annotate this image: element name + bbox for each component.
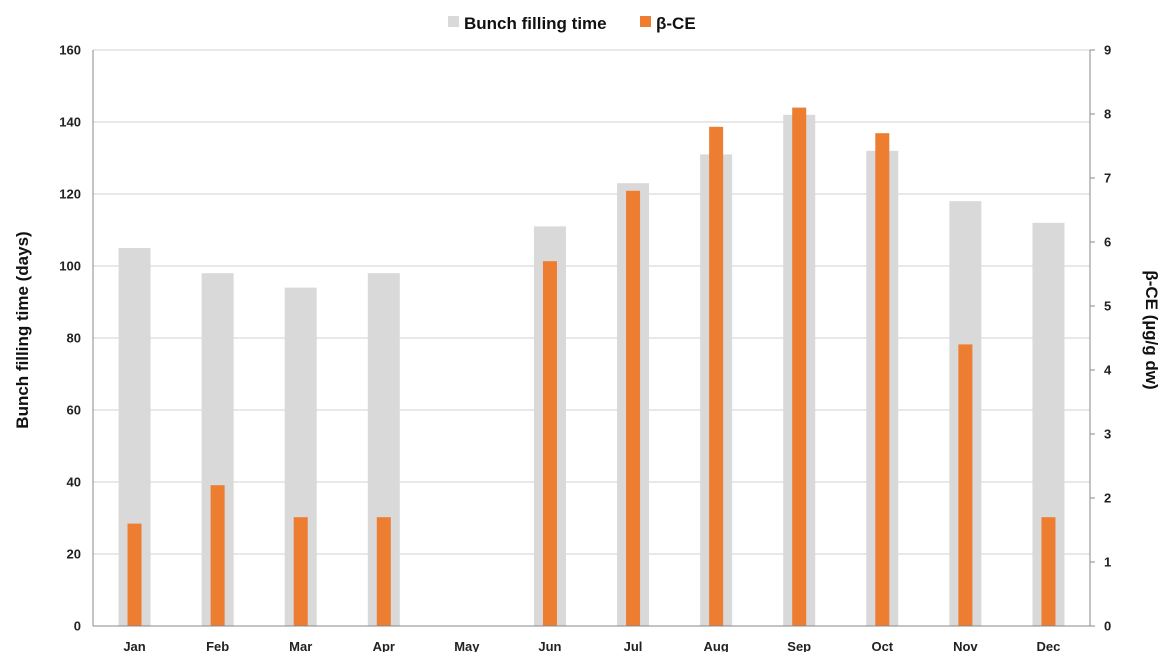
x-tick-label: Sep xyxy=(787,639,811,652)
y2-tick-label: 3 xyxy=(1104,427,1111,442)
bar-beta-ce-jan xyxy=(127,523,142,626)
y-tick-label: 60 xyxy=(67,403,81,418)
y2-axis-title: β-CE (µg/g dw) xyxy=(1142,270,1159,389)
bar-beta-ce-jul xyxy=(626,190,641,627)
y-tick-label: 40 xyxy=(67,475,81,490)
y-tick-label: 20 xyxy=(67,547,81,562)
x-tick-label: Apr xyxy=(373,639,395,652)
x-tick-label: Jun xyxy=(538,639,561,652)
x-tick-label: Feb xyxy=(206,639,229,652)
y-tick-label: 80 xyxy=(67,331,81,346)
y-tick-label: 160 xyxy=(59,43,81,58)
legend-label-bunch-filling-time: Bunch filling time xyxy=(464,14,607,33)
legend-swatch-bunch-filling-time xyxy=(448,16,459,27)
axes xyxy=(92,50,1091,627)
bars xyxy=(118,107,1065,627)
bar-beta-ce-feb xyxy=(210,485,225,626)
x-tick-label: Nov xyxy=(953,639,978,652)
x-tick-label: May xyxy=(454,639,480,652)
legend-label-beta-ce: β-CE xyxy=(656,14,696,33)
y-tick-label: 100 xyxy=(59,259,81,274)
x-tick-label: Jan xyxy=(123,639,145,652)
right-axis-ticks: 0 1 2 3 4 5 6 7 8 9 xyxy=(1090,43,1112,634)
bar-beta-ce-oct xyxy=(875,133,890,626)
legend: Bunch filling time β-CE xyxy=(448,14,696,33)
gridlines xyxy=(93,49,1090,555)
y2-tick-label: 1 xyxy=(1104,555,1111,570)
y2-tick-label: 9 xyxy=(1104,43,1111,58)
legend-swatch-beta-ce xyxy=(640,16,651,27)
x-axis-ticks: Jan Feb Mar Apr May Jun Jul Aug Sep Oct Nov Dec xyxy=(123,639,1060,652)
y-tick-label: 0 xyxy=(74,619,81,634)
x-tick-label: Jul xyxy=(624,639,643,652)
y2-tick-label: 2 xyxy=(1104,491,1111,506)
y-axis-title: Bunch filling time (days) xyxy=(13,231,32,428)
bar-beta-ce-dec xyxy=(1041,517,1056,626)
y-tick-label: 120 xyxy=(59,187,81,202)
bar-beta-ce-mar xyxy=(293,517,308,626)
bar-beta-ce-sep xyxy=(792,107,807,627)
y2-tick-label: 0 xyxy=(1104,619,1111,634)
y2-tick-label: 8 xyxy=(1104,107,1111,122)
y2-tick-label: 7 xyxy=(1104,171,1111,186)
y2-tick-label: 4 xyxy=(1104,363,1112,378)
y-tick-label: 140 xyxy=(59,115,81,130)
left-axis-ticks: 0 20 40 60 80 100 120 140 160 xyxy=(59,43,81,634)
bar-beta-ce-jun xyxy=(542,261,557,626)
x-tick-label: Oct xyxy=(871,639,893,652)
x-tick-label: Dec xyxy=(1037,639,1061,652)
x-tick-label: Mar xyxy=(289,639,312,652)
bar-beta-ce-nov xyxy=(958,344,973,626)
y2-tick-label: 5 xyxy=(1104,299,1111,314)
y2-tick-label: 6 xyxy=(1104,235,1111,250)
bar-beta-ce-aug xyxy=(709,126,724,627)
x-tick-label: Aug xyxy=(703,639,728,652)
bar-beta-ce-apr xyxy=(376,517,391,626)
